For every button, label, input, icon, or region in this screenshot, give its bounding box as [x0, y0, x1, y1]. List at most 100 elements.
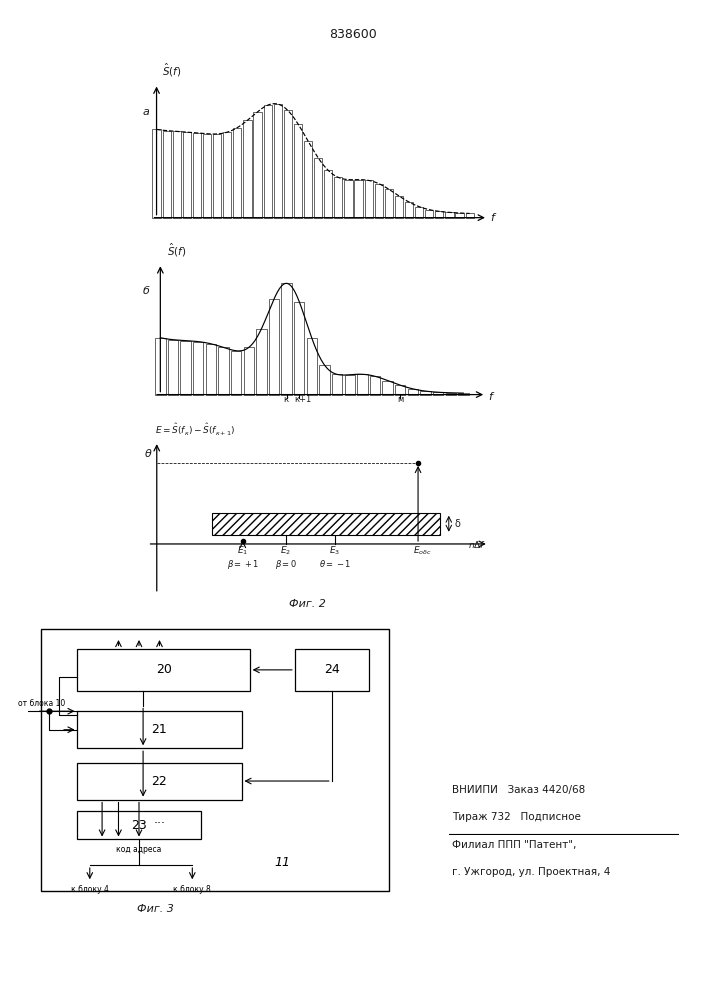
Text: код адреса: код адреса — [117, 845, 162, 854]
Bar — [445, 393, 456, 395]
Text: ВНИИПИ   Заказ 4420/68: ВНИИПИ Заказ 4420/68 — [452, 785, 585, 795]
Bar — [243, 120, 252, 218]
Bar — [218, 347, 228, 395]
Text: Филиал ППП "Патент",: Филиал ППП "Патент", — [452, 840, 577, 850]
Bar — [256, 329, 267, 395]
Bar — [344, 375, 355, 395]
Bar — [180, 341, 191, 395]
Bar — [213, 134, 221, 218]
Text: к+1: к+1 — [294, 395, 312, 404]
Bar — [425, 210, 433, 218]
Text: Тираж 732   Подписное: Тираж 732 Подписное — [452, 812, 581, 822]
Bar — [314, 158, 322, 218]
Text: от блока 10: от блока 10 — [18, 699, 65, 708]
Bar — [395, 385, 405, 395]
Bar — [395, 196, 403, 218]
Text: θ: θ — [144, 449, 151, 459]
Text: 20: 20 — [156, 663, 172, 676]
Text: f: f — [490, 213, 493, 223]
Bar — [78, 762, 242, 800]
Text: к: к — [283, 395, 288, 404]
Bar — [78, 811, 201, 839]
Bar — [433, 392, 443, 395]
Bar — [78, 711, 242, 748]
Bar — [206, 344, 216, 395]
Bar — [153, 129, 160, 218]
Bar — [320, 365, 329, 395]
Bar — [307, 338, 317, 395]
Bar — [243, 347, 254, 395]
Bar — [40, 629, 389, 891]
Text: f: f — [489, 392, 493, 402]
Bar — [445, 212, 454, 218]
Bar — [284, 110, 292, 218]
Bar — [304, 141, 312, 218]
Text: $\theta=-1$: $\theta=-1$ — [319, 558, 351, 569]
Bar — [344, 180, 353, 218]
Bar — [78, 648, 250, 691]
Bar — [458, 393, 469, 395]
Bar — [357, 374, 368, 395]
Text: 838600: 838600 — [329, 28, 378, 41]
Bar — [274, 104, 282, 218]
Text: к блоку 4: к блоку 4 — [71, 885, 109, 894]
Bar — [269, 299, 279, 395]
Text: б: б — [143, 286, 150, 296]
Text: $E_1$: $E_1$ — [238, 544, 248, 557]
Bar — [375, 184, 383, 218]
Bar — [405, 202, 413, 218]
Bar — [203, 134, 211, 218]
Bar — [415, 207, 423, 218]
Bar — [370, 376, 380, 395]
Text: $\hat{S}(f)$: $\hat{S}(f)$ — [167, 242, 186, 259]
Text: а: а — [142, 107, 149, 117]
Bar — [365, 180, 373, 218]
Bar — [294, 124, 302, 218]
Text: г. Ужгород, ул. Проектная, 4: г. Ужгород, ул. Проектная, 4 — [452, 867, 611, 877]
Bar — [163, 131, 171, 218]
Bar — [231, 351, 241, 395]
Bar — [465, 213, 474, 218]
Bar — [324, 170, 332, 218]
Bar — [382, 381, 393, 395]
Text: 11: 11 — [274, 856, 291, 869]
Bar — [436, 211, 443, 218]
Text: $E_{o\delta c}$: $E_{o\delta c}$ — [414, 544, 432, 557]
Text: $n\Delta f$: $n\Delta f$ — [467, 539, 486, 550]
Text: $\hat{S}(f)$: $\hat{S}(f)$ — [162, 62, 181, 79]
Text: 22: 22 — [151, 775, 168, 788]
Text: $\beta=0$: $\beta=0$ — [275, 558, 297, 571]
Text: ...: ... — [153, 813, 165, 826]
Bar — [193, 342, 204, 395]
Text: δ: δ — [455, 519, 461, 529]
Text: $E_3$: $E_3$ — [329, 544, 341, 557]
Bar — [182, 132, 191, 218]
Bar — [295, 648, 368, 691]
Bar — [223, 132, 231, 218]
Bar — [408, 389, 418, 395]
Text: $E_2$: $E_2$ — [281, 544, 291, 557]
Bar — [385, 189, 393, 218]
Text: $E=\hat{S}(f_{\kappa})-\hat{S}(f_{\kappa+1})$: $E=\hat{S}(f_{\kappa})-\hat{S}(f_{\kappa… — [156, 422, 235, 438]
Bar — [354, 180, 363, 218]
Bar — [168, 340, 178, 395]
Bar — [294, 302, 305, 395]
Text: м: м — [397, 395, 403, 404]
Bar — [212, 513, 440, 535]
Bar — [173, 131, 181, 218]
Bar — [420, 391, 431, 395]
Bar — [155, 338, 165, 395]
Text: 21: 21 — [151, 723, 168, 736]
Bar — [332, 374, 342, 395]
Bar — [281, 283, 292, 395]
Text: 24: 24 — [324, 663, 339, 676]
Bar — [193, 133, 201, 218]
Text: Фиг. 3: Фиг. 3 — [137, 904, 174, 914]
Bar — [233, 128, 242, 218]
Bar — [334, 177, 342, 218]
Bar — [253, 112, 262, 218]
Text: $\beta=+1$: $\beta=+1$ — [227, 558, 259, 571]
Text: 23: 23 — [131, 819, 147, 832]
Text: Фиг. 2: Фиг. 2 — [289, 599, 326, 609]
Text: к блоку 8: к блоку 8 — [173, 885, 211, 894]
